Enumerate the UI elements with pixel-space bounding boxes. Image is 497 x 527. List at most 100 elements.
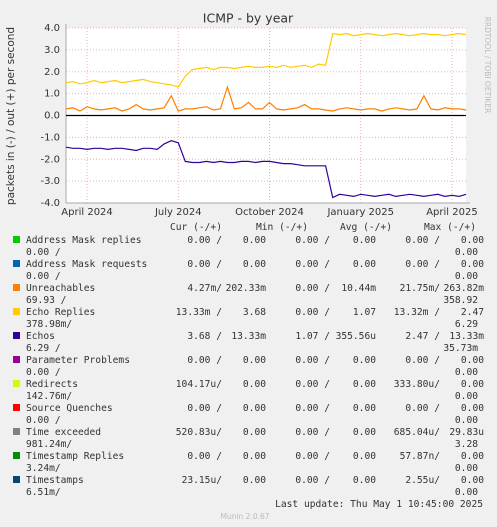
- legend-value: 13.33m: [231, 331, 266, 342]
- last-update: Last update: Thu May 1 10:45:00 2025: [275, 499, 483, 510]
- legend-value: 355.56u: [336, 331, 376, 342]
- legend-value: 0.00: [353, 355, 376, 366]
- legend-value: 3.24m/: [26, 463, 61, 474]
- legend-value: 0.00 /: [295, 235, 330, 246]
- legend-value: 0.00 /: [187, 355, 222, 366]
- y-axis-label: packets in (-) / out (+) per second: [5, 27, 17, 205]
- legend-value: 0.00: [461, 379, 484, 390]
- legend-swatch: [13, 476, 20, 483]
- series-line: [65, 140, 467, 199]
- series-line: [65, 32, 467, 88]
- legend-swatch: [13, 404, 20, 411]
- series-line: [65, 85, 467, 112]
- legend-value: 35.73m: [443, 343, 478, 354]
- legend-value: 378.98m/: [26, 319, 72, 330]
- legend-value: 0.00 /: [187, 235, 222, 246]
- legend-value: 0.00: [455, 415, 478, 426]
- legend-name: Address Mask replies: [26, 235, 142, 246]
- legend-value: 3.68 /: [187, 331, 222, 342]
- legend-value: 0.00: [455, 247, 478, 258]
- legend-value: 69.93 /: [26, 295, 67, 306]
- legend-value: 0.00: [353, 427, 376, 438]
- legend-value: 0.00: [243, 259, 266, 270]
- legend-value: 23.15u/: [182, 475, 223, 486]
- legend-value: 0.00 /: [405, 235, 440, 246]
- legend-value: 142.76m/: [26, 391, 72, 402]
- y-tick-label: 2.0: [44, 67, 60, 78]
- legend-value: 0.00: [243, 235, 266, 246]
- y-tick-label: 3.0: [44, 45, 60, 56]
- legend-value: 0.00 /: [26, 271, 61, 282]
- legend-value: 0.00: [455, 463, 478, 474]
- legend-value: 0.00: [353, 259, 376, 270]
- legend-value: 0.00 /: [295, 355, 330, 366]
- legend-header: Cur (-/+): [170, 222, 222, 233]
- legend-value: 0.00 /: [295, 307, 330, 318]
- legend-value: 2.47: [461, 307, 484, 318]
- legend-value: 0.00 /: [295, 451, 330, 462]
- legend-value: 1.07: [353, 307, 376, 318]
- legend-value: 0.00 /: [405, 355, 440, 366]
- legend-value: 358.92: [443, 295, 478, 306]
- legend-value: 13.33m /: [176, 307, 222, 318]
- legend-swatch: [13, 380, 20, 387]
- y-tick-label: 1.0: [44, 89, 60, 100]
- legend-value: 0.00: [243, 403, 266, 414]
- legend-value: 0.00: [353, 403, 376, 414]
- legend-name: Source Quenches: [26, 403, 113, 414]
- legend-value: 0.00 /: [295, 379, 330, 390]
- x-tick-label: October 2024: [235, 207, 304, 218]
- legend-value: 202.33m: [226, 283, 267, 294]
- legend-value: 0.00: [455, 367, 478, 378]
- legend-name: Parameter Problems: [26, 355, 130, 366]
- legend-value: 4.27m/: [187, 283, 222, 294]
- legend-value: 2.47 /: [405, 331, 440, 342]
- legend-name: Redirects: [26, 379, 78, 390]
- legend-value: 0.00: [353, 475, 376, 486]
- x-tick-label: July 2024: [154, 207, 202, 218]
- legend-value: 0.00 /: [295, 283, 330, 294]
- legend-value: 0.00: [461, 355, 484, 366]
- legend-value: 0.00 /: [295, 475, 330, 486]
- legend-value: 21.75m/: [400, 283, 441, 294]
- legend-value: 0.00 /: [26, 247, 61, 258]
- legend-value: 10.44m: [341, 283, 376, 294]
- legend-value: 0.00: [455, 271, 478, 282]
- legend-value: 0.00: [455, 487, 478, 498]
- chart-title: ICMP - by year: [203, 11, 294, 26]
- y-tick-label: -3.0: [40, 176, 60, 187]
- legend-value: 0.00: [353, 379, 376, 390]
- legend-swatch: [13, 332, 20, 339]
- legend-value: 0.00 /: [187, 403, 222, 414]
- legend-swatch: [13, 308, 20, 315]
- legend-value: 333.80u/: [394, 379, 440, 390]
- y-tick-label: -1.0: [40, 132, 60, 143]
- legend-name: Echo Replies: [26, 307, 95, 318]
- legend-value: 0.00: [243, 379, 266, 390]
- legend-value: 6.29 /: [26, 343, 61, 354]
- legend-header: Max (-/+): [424, 222, 476, 233]
- legend-value: 685.04u/: [394, 427, 440, 438]
- legend-value: 13.33m: [449, 331, 484, 342]
- y-tick-label: -4.0: [40, 198, 60, 209]
- legend-value: 0.00 /: [405, 403, 440, 414]
- legend-name: Timestamp Replies: [26, 451, 124, 462]
- legend-value: 0.00 /: [295, 427, 330, 438]
- legend-swatch: [13, 452, 20, 459]
- legend-name: Timestamps: [26, 475, 84, 486]
- legend-value: 0.00: [461, 259, 484, 270]
- legend-name: Unreachables: [26, 283, 95, 294]
- legend-value: 0.00: [243, 451, 266, 462]
- legend-value: 981.24m/: [26, 439, 72, 450]
- legend-value: 3.68: [243, 307, 266, 318]
- x-tick-label: April 2025: [426, 207, 477, 218]
- y-tick-label: -2.0: [40, 154, 60, 165]
- y-tick-label: 4.0: [44, 23, 60, 34]
- legend-value: 0.00: [461, 235, 484, 246]
- legend-value: 0.00: [461, 403, 484, 414]
- legend-value: 0.00: [243, 427, 266, 438]
- legend-value: 3.28: [455, 439, 478, 450]
- x-tick-label: April 2024: [61, 207, 112, 218]
